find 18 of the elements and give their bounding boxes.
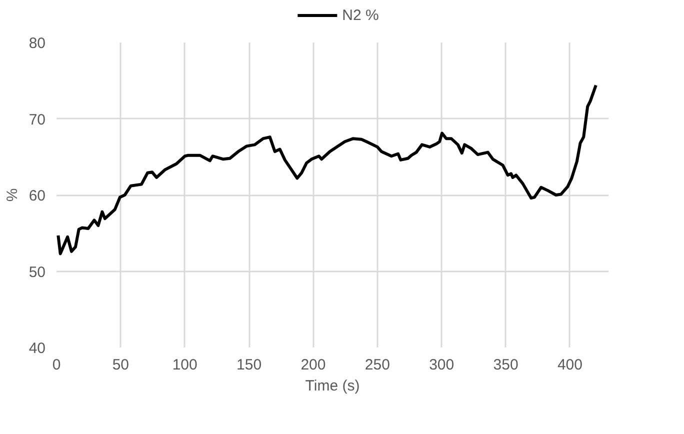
x-tick-label: 200 [300,356,326,374]
x-tick-label: 150 [236,356,262,374]
legend-label: N2 % [342,6,379,24]
x-tick-label: 50 [112,356,130,374]
y-tick-label: 40 [28,340,46,357]
x-tick-label: 100 [172,356,198,374]
y-tick-label: 80 [28,35,46,52]
y-axis-title: % [4,188,21,202]
x-tick-label: 250 [364,356,390,374]
x-tick-label: 300 [429,356,454,374]
y-tick-label: 50 [28,264,46,281]
x-axis-title: Time (s) [305,378,360,394]
line-series [56,84,598,256]
x-tick-label: 0 [52,356,61,374]
y-tick-label: 60 [28,188,46,204]
y-tick-label: 70 [28,111,46,128]
x-tick-label: 350 [493,356,518,374]
x-tick-label: 400 [557,356,583,374]
